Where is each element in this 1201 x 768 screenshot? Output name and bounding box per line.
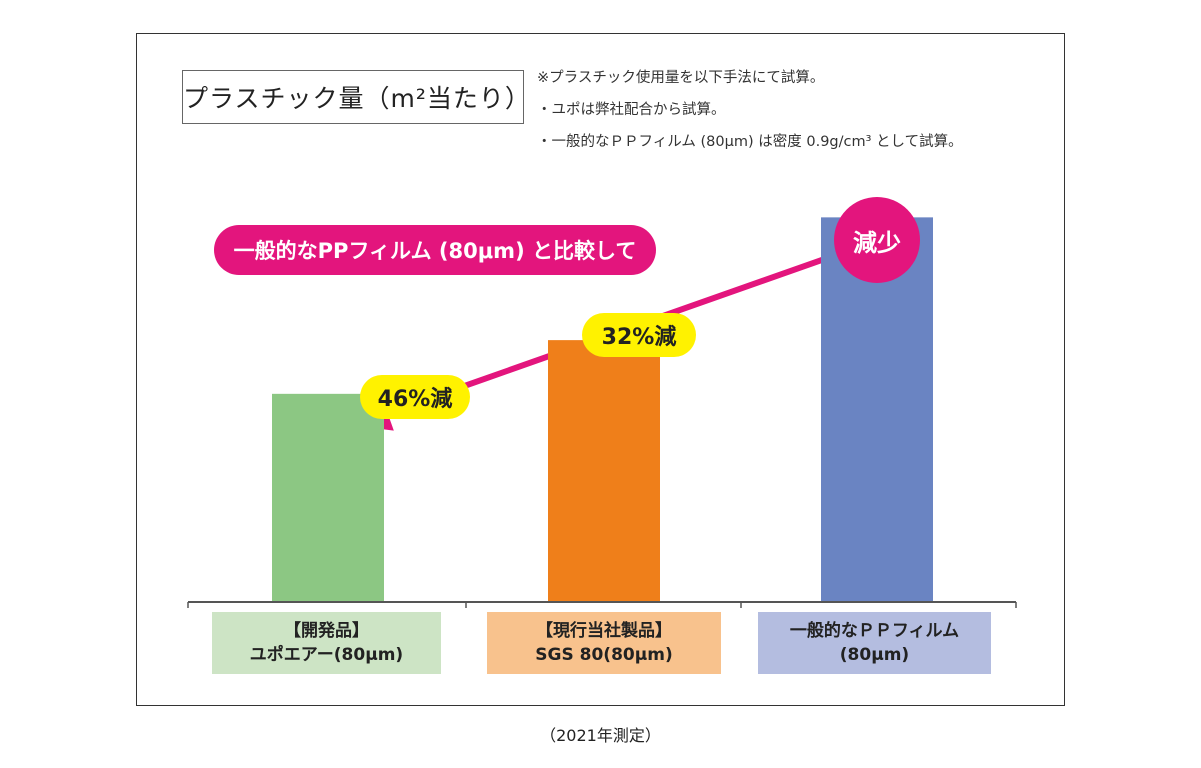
chart-title: プラスチック量（m²当たり） xyxy=(182,70,530,124)
bar-1 xyxy=(548,340,660,601)
method-note: ・一般的なＰＰフィルム (80μm) は密度 0.9g/cm³ として試算。 xyxy=(537,134,963,150)
category-label-line1: 【現行当社製品】 xyxy=(536,621,672,641)
chart-frame xyxy=(136,33,1065,706)
method-note: ・ユポは弊社配合から試算。 xyxy=(537,102,726,118)
method-note: ※プラスチック使用量を以下手法にて試算。 xyxy=(537,70,825,86)
category-label-line2: (80μm) xyxy=(839,645,910,665)
category-label-line2: ユポエアー(80μm) xyxy=(249,645,404,665)
reduction-46-label: 46%減 xyxy=(360,375,470,419)
category-label-line1: 一般的なＰＰフィルム xyxy=(789,621,960,641)
category-label-pp-film: 一般的なＰＰフィルム (80μm) xyxy=(758,612,991,674)
reduction-badge: 減少 xyxy=(834,197,920,283)
category-label-line2: SGS 80(80μm) xyxy=(535,645,673,665)
category-label-line1: 【開発品】 xyxy=(284,621,369,641)
reduction-32-label: 32%減 xyxy=(582,313,696,357)
bar-0 xyxy=(272,393,384,601)
category-label-yupo-air: 【開発品】 ユポエアー(80μm) xyxy=(212,612,441,674)
measurement-year-note: （2021年測定） xyxy=(540,726,661,745)
comparison-label: 一般的なPPフィルム (80μm) と比較して xyxy=(214,225,656,275)
category-label-sgs80: 【現行当社製品】 SGS 80(80μm) xyxy=(487,612,721,674)
